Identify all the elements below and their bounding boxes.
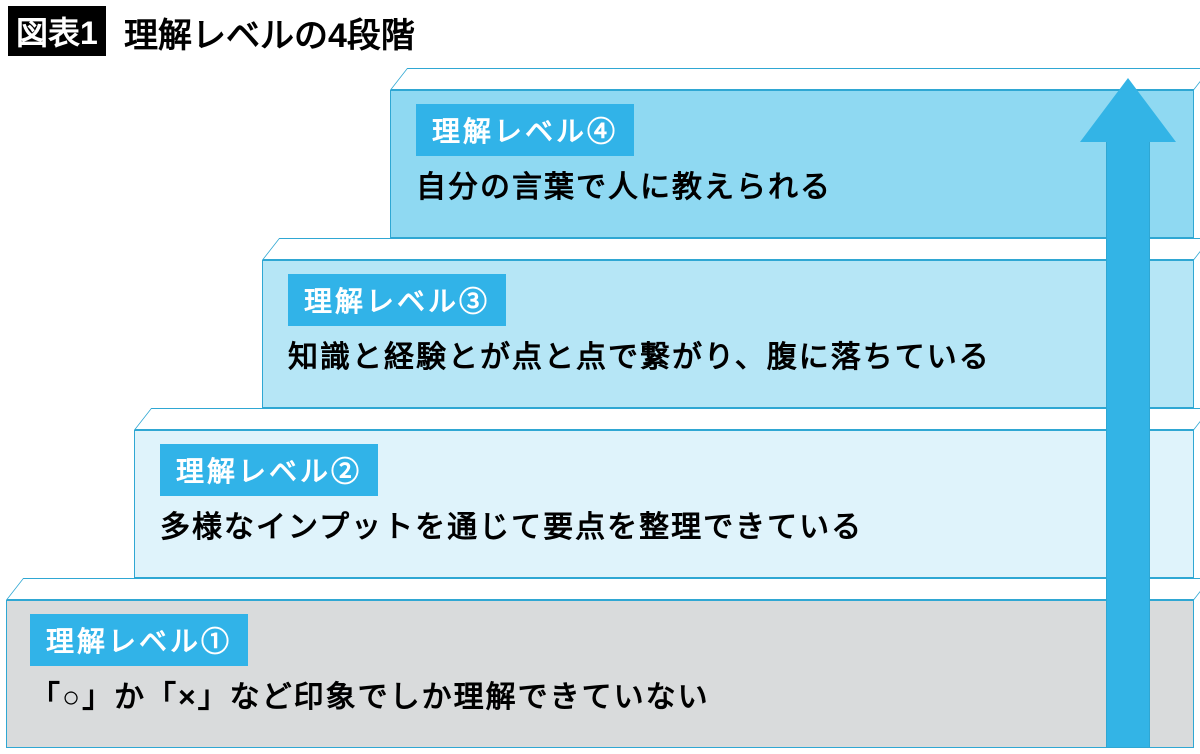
step-4-label: 理解レベル④ <box>416 104 634 156</box>
step-3d-edge <box>134 408 1200 430</box>
step-3d-edge <box>262 238 1200 260</box>
figure-number-badge: 図表1 <box>8 6 106 56</box>
step-3d-edge <box>390 68 1200 90</box>
step-3-description: 知識と経験とが点と点で繋がり、腹に落ちている <box>288 332 991 376</box>
step-4-description: 自分の言葉で人に教えられる <box>416 162 832 206</box>
step-1-description: 「○」か「×」など印象でしか理解できていない <box>30 672 710 716</box>
step-1-label: 理解レベル① <box>30 614 248 666</box>
step-3d-edge <box>6 578 1200 600</box>
figure-title: 理解レベルの4段階 <box>124 8 415 57</box>
step-3-label: 理解レベル③ <box>288 274 506 326</box>
progress-arrow-head <box>1080 78 1176 142</box>
step-2-description: 多様なインプットを通じて要点を整理できている <box>160 502 863 546</box>
progress-arrow-shaft <box>1106 140 1150 748</box>
step-2-label: 理解レベル② <box>160 444 378 496</box>
diagram-canvas: 図表1 理解レベルの4段階 理解レベル① 「○」か「×」など印象でしか理解できてい… <box>0 0 1200 754</box>
